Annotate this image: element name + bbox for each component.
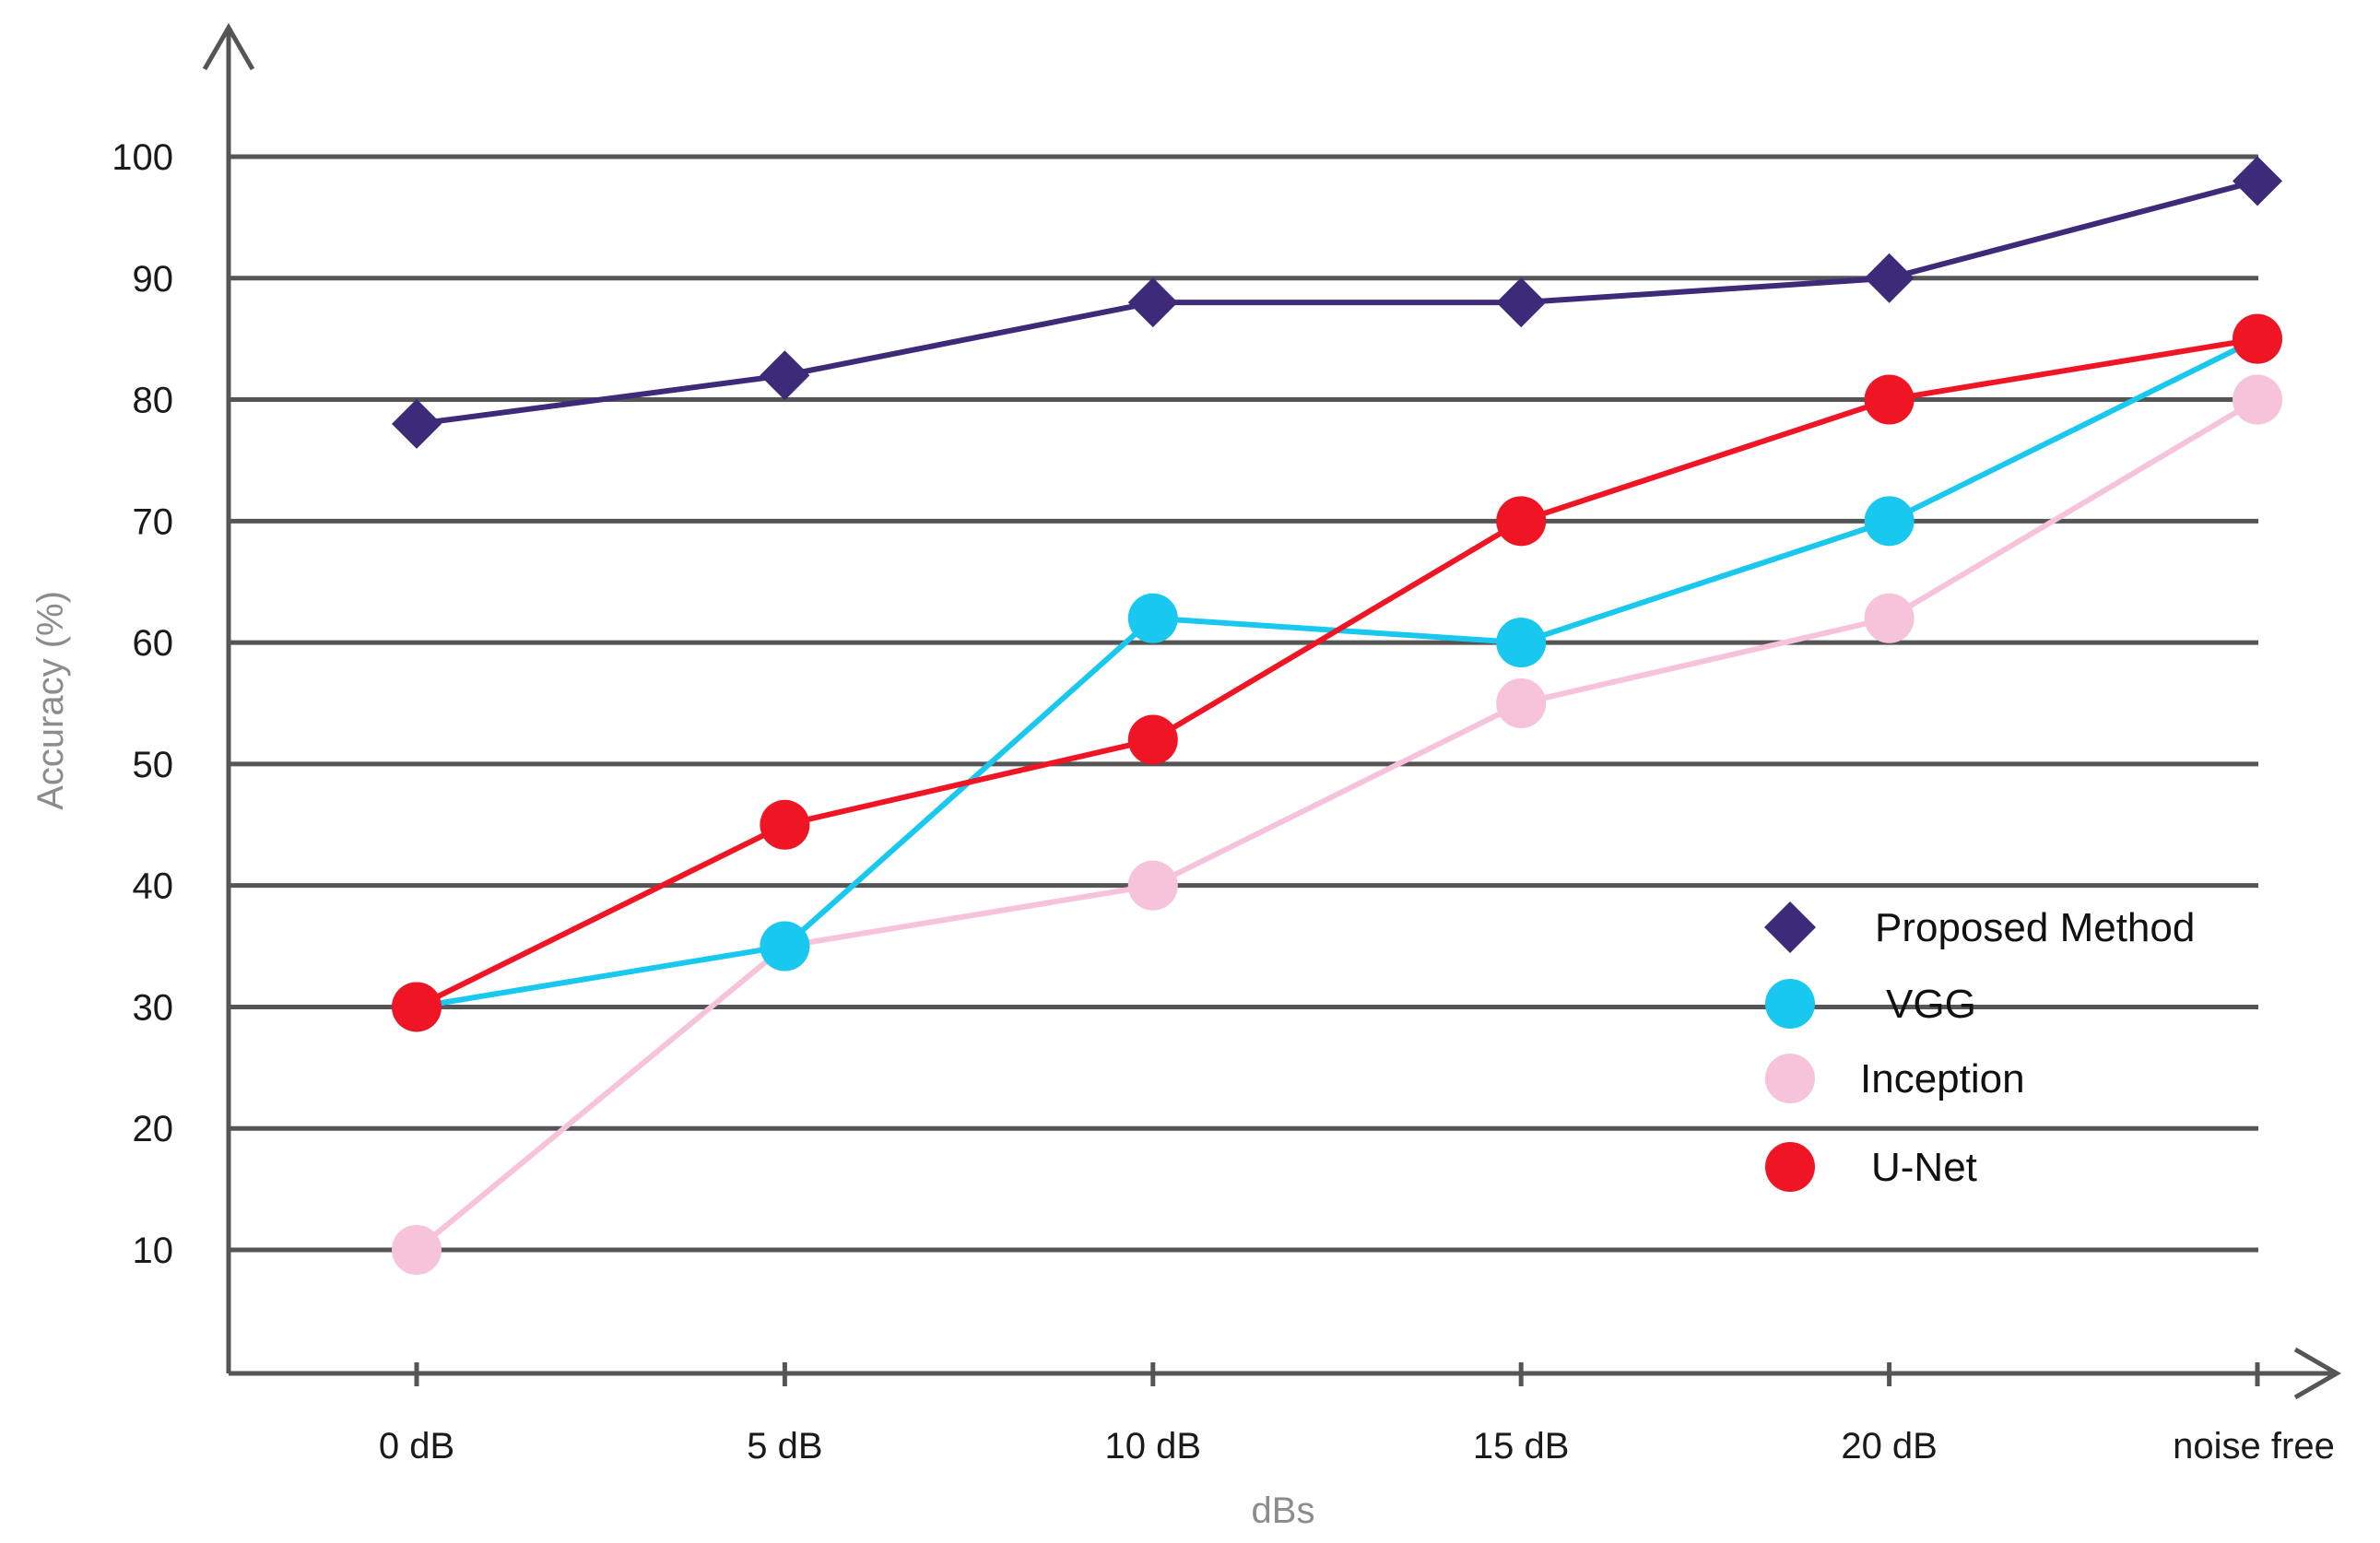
y-tick-50: 50 <box>133 745 174 785</box>
y-tick-70: 70 <box>133 501 174 542</box>
series-line-inception <box>415 396 2259 1253</box>
y-tick-30: 30 <box>133 987 174 1028</box>
series-u-net <box>392 313 2282 1032</box>
y-tick-20: 20 <box>133 1109 174 1149</box>
point-inception-5 <box>2233 374 2282 425</box>
point-vgg-2 <box>1127 593 1178 643</box>
x-tick-1: 5 dB <box>747 1426 822 1466</box>
x-tick-4: 20 dB <box>1841 1426 1938 1466</box>
point-inception-3 <box>1496 678 1547 728</box>
point-proposed-method-2 <box>1127 277 1178 328</box>
y-tick-80: 80 <box>133 381 174 421</box>
point-u-net-4 <box>1864 374 1915 425</box>
y-axis-arrow <box>202 23 255 71</box>
y-tick-labels: 10 20 30 40 50 60 70 80 90 100 <box>112 137 173 1271</box>
y-tick-100: 100 <box>112 137 173 178</box>
legend-label-inception: Inception <box>1860 1056 2025 1101</box>
y-tick-60: 60 <box>133 623 174 664</box>
point-proposed-method-4 <box>1864 253 1915 303</box>
legend-marker-proposed-method <box>1764 901 1816 953</box>
x-tick-2: 10 dB <box>1105 1426 1202 1466</box>
point-u-net-0 <box>392 982 442 1032</box>
point-u-net-1 <box>760 799 810 850</box>
legend-marker-vgg <box>1765 979 1815 1029</box>
point-u-net-3 <box>1496 496 1547 547</box>
series-proposed-method <box>392 156 2282 449</box>
series-inception <box>392 374 2282 1275</box>
x-axis-title: dBs <box>1252 1490 1315 1531</box>
x-axis-arrow <box>2293 1347 2341 1400</box>
point-proposed-method-5 <box>2233 156 2282 206</box>
x-tick-5: noise free <box>2173 1426 2335 1466</box>
point-inception-4 <box>1864 593 1915 643</box>
point-u-net-2 <box>1127 714 1178 765</box>
point-u-net-5 <box>2233 313 2282 364</box>
point-inception-2 <box>1127 860 1178 911</box>
series-layer <box>392 156 2282 1275</box>
series-line-proposed-method <box>416 178 2258 427</box>
axes <box>202 23 2341 1400</box>
legend-marker-u-net <box>1765 1142 1815 1192</box>
legend: Proposed Method VGG Inception U-Net <box>1764 901 2195 1192</box>
point-vgg-3 <box>1496 618 1547 668</box>
x-tick-0: 0 dB <box>379 1426 454 1466</box>
legend-label-u-net: U-Net <box>1871 1145 1977 1190</box>
point-vgg-4 <box>1864 496 1915 547</box>
point-proposed-method-3 <box>1496 277 1547 328</box>
y-axis-title: Accuracy (%) <box>30 591 71 810</box>
point-proposed-method-1 <box>760 350 810 401</box>
y-tick-90: 90 <box>133 259 174 300</box>
legend-label-vgg: VGG <box>1886 982 1976 1027</box>
series-line-u-net <box>415 336 2258 1010</box>
point-proposed-method-0 <box>392 398 442 449</box>
legend-marker-inception <box>1765 1054 1815 1103</box>
point-vgg-1 <box>760 921 810 972</box>
point-inception-0 <box>392 1225 442 1275</box>
x-tick-labels: 0 dB 5 dB 10 dB 15 dB 20 dB noise free <box>379 1426 2335 1466</box>
y-tick-10: 10 <box>133 1231 174 1271</box>
y-tick-40: 40 <box>133 866 174 907</box>
legend-label-proposed-method: Proposed Method <box>1875 905 2195 950</box>
x-tick-3: 15 dB <box>1473 1426 1570 1466</box>
